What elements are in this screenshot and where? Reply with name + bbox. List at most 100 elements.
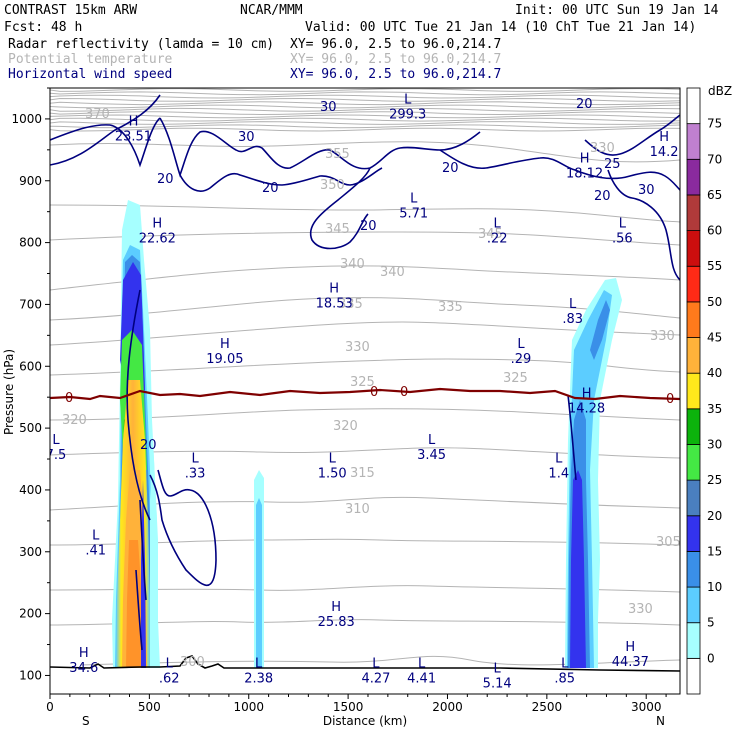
theta-label: 330 (650, 329, 675, 344)
center-name: NCAR/MMM (240, 3, 303, 18)
high-marker: H (79, 646, 89, 661)
theta-label: 300 (180, 655, 205, 670)
theta-label: 340 (380, 265, 405, 280)
model-name: CONTRAST 15km ARW (4, 3, 137, 18)
freezing-level-line (50, 387, 680, 401)
high-marker: H (152, 216, 162, 231)
wind-label: 30 (638, 183, 655, 198)
x-tick-label: 2500 (532, 700, 563, 714)
extremum-value: 18.53 (316, 296, 353, 311)
extremum-value: .22 (487, 231, 508, 246)
colorbar-swatch (686, 622, 701, 659)
colorbar-swatch (686, 87, 701, 125)
extremum-value: 25.83 (318, 615, 355, 630)
colorbar-swatch (686, 158, 701, 196)
theta-dense-line (50, 117, 680, 122)
extremum-value: .85 (554, 672, 575, 687)
colorbar-swatch (686, 657, 701, 695)
extremum-value: 1.4 (548, 466, 569, 481)
colorbar-swatch (686, 586, 701, 624)
terrain-line (50, 655, 680, 672)
freezing-label: 0 (370, 385, 378, 400)
theta-dense-line (50, 101, 680, 106)
north-label: N (656, 714, 665, 728)
low-marker: L (92, 529, 100, 544)
field-2-xy: XY= 96.0, 2.5 to 96.0,214.7 (290, 52, 501, 67)
y-tick-label: 600 (19, 359, 42, 373)
low-marker: L (569, 297, 577, 312)
high-marker: H (659, 130, 669, 145)
low-marker: L (329, 451, 337, 466)
x-tick-label: 1000 (233, 700, 264, 714)
theta-dense-line (50, 97, 680, 102)
low-marker: L (619, 216, 627, 231)
wind-label: 20 (140, 438, 157, 453)
theta-label: 335 (438, 300, 463, 315)
low-marker: L (52, 433, 60, 448)
colorbar-swatch (686, 301, 701, 338)
colorbar-level: 65 (707, 188, 722, 202)
colorbar-swatch (686, 337, 701, 374)
init-time: Init: 00 UTC Sun 19 Jan 14 (515, 3, 719, 18)
plot-contents: 0 0 0 0 370 355 350 345 340 335 330 325 … (46, 88, 680, 692)
extremum-value: 1.50 (318, 466, 347, 481)
extremum-value: .56 (612, 231, 633, 246)
extremum-value: 19.05 (206, 352, 243, 367)
colorbar-swatch (686, 479, 701, 517)
wind-label: 30 (320, 100, 337, 115)
y-tick-label: 1000 (11, 112, 42, 126)
theta-label: 325 (350, 375, 375, 390)
colorbar-swatch (686, 372, 701, 410)
colorbar-level: 15 (707, 544, 722, 558)
theta-label: 345 (325, 222, 350, 237)
extremum-value: 44.37 (612, 655, 649, 670)
theta-label: 320 (62, 413, 87, 428)
wind-label: 20 (442, 161, 459, 176)
extremum-value: 14.2 (650, 145, 679, 160)
low-marker: L (255, 657, 263, 672)
x-axis-label: Distance (km) (323, 714, 407, 728)
theta-dense-line (50, 111, 680, 116)
south-label: S (82, 714, 90, 728)
wind-speed-contours (50, 94, 680, 651)
theta-label: 355 (325, 147, 350, 162)
low-marker: L (191, 451, 199, 466)
colorbar-swatch (686, 551, 701, 588)
extremum-value: .29 (511, 352, 532, 367)
colorbar-level: 10 (707, 580, 722, 594)
colorbar-level: 75 (707, 117, 722, 131)
colorbar-swatch (686, 265, 701, 303)
low-marker: L (517, 337, 525, 352)
extremum-value: .41 (85, 544, 106, 559)
extremum-value: 7.5 (46, 448, 67, 463)
extremum-value: .83 (562, 312, 583, 327)
y-tick-label: 700 (19, 297, 42, 311)
extremum-value: 14.28 (568, 401, 605, 416)
theta-label: 335 (338, 297, 363, 312)
theta-dense-line (50, 124, 680, 129)
theta-dense-line (50, 114, 680, 119)
extremum-value: 23.51 (115, 129, 152, 144)
freezing-label: 0 (666, 392, 674, 407)
extremum-value: 299.3 (389, 108, 426, 123)
valid-time: Valid: 00 UTC Tue 21 Jan 14 (10 ChT Tue … (305, 20, 696, 35)
low-marker: L (410, 192, 418, 207)
colorbar-level: 55 (707, 259, 722, 273)
field-3-name: Horizontal wind speed (8, 67, 172, 82)
colorbar-swatch (686, 194, 701, 231)
theta-label: 350 (320, 178, 345, 193)
colorbar-level: 70 (707, 152, 722, 166)
freezing-label: 0 (400, 385, 408, 400)
theta-dense-line (50, 94, 680, 99)
low-marker: L (166, 657, 174, 672)
field-1-name: Radar reflectivity (lamda = 10 cm) (8, 37, 274, 52)
colorbar-level: 30 (707, 437, 722, 451)
x-tick-label: 2000 (432, 700, 463, 714)
low-marker: L (494, 662, 502, 677)
freezing-label: 0 (65, 391, 73, 406)
theta-dense-line (50, 91, 680, 96)
colorbar-level: 60 (707, 224, 722, 238)
colorbar: 0 5 10 15 20 25 30 35 40 45 50 55 60 65 70 75 (686, 87, 722, 695)
y-tick-label: 100 (19, 668, 42, 682)
